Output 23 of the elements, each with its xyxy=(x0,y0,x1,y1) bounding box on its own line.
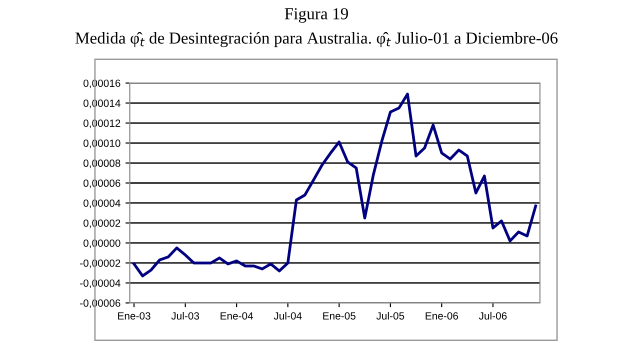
y-tick-label: 0,00008 xyxy=(83,160,120,168)
chart-title: Figura 19 xyxy=(284,8,348,23)
y-tick-label: 0,00000 xyxy=(83,239,120,248)
y-tick-label: 0,00002 xyxy=(83,219,120,228)
y-tick-label: 0,00006 xyxy=(83,180,120,188)
y-tick-label: -0,00002 xyxy=(80,259,120,268)
x-tick-label: Ene-05 xyxy=(323,312,356,320)
x-tick-label: Jul-06 xyxy=(478,312,507,320)
y-tick-label: 0,00010 xyxy=(83,140,120,148)
x-tick-label: Ene-04 xyxy=(220,312,254,320)
y-tick-label: 0,00016 xyxy=(83,80,120,88)
y-tick-label: 0,00014 xyxy=(83,100,120,108)
x-tick-label: Jul-05 xyxy=(376,312,404,320)
x-tick-label: Ene-06 xyxy=(426,312,458,320)
line-series xyxy=(132,92,538,278)
x-tick-label: Ene-03 xyxy=(118,312,150,320)
x-tick-label: Jul-04 xyxy=(274,312,302,320)
chart-subtitle: Medida φ̂$_{t}$ de Desintegración para Australia. φ̂$_{t}$ Julio-01 a Diciembre-06 xyxy=(75,32,558,48)
y-tick-label: -0,00006 xyxy=(80,299,120,308)
y-tick-label: -0,00004 xyxy=(80,279,120,288)
x-tick-label: Jul-03 xyxy=(171,312,200,320)
y-tick-label: 0,00012 xyxy=(83,120,120,128)
y-tick-label: 0,00004 xyxy=(83,199,120,208)
